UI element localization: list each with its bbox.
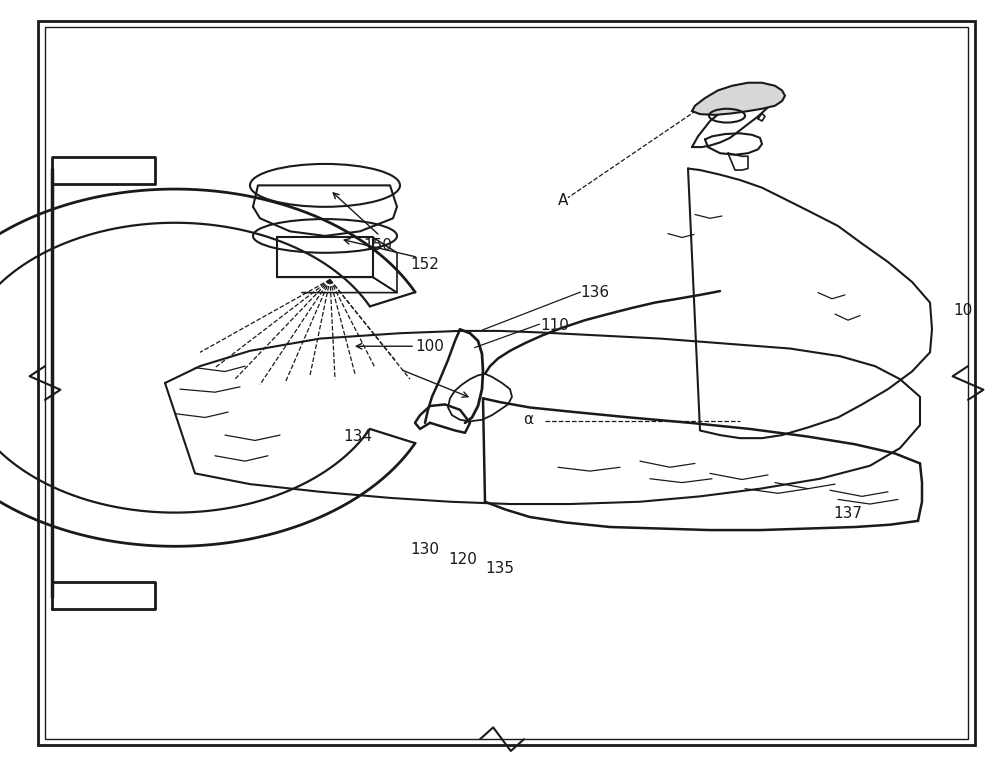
Text: 130: 130 bbox=[411, 542, 440, 558]
Text: A: A bbox=[558, 193, 568, 208]
Polygon shape bbox=[692, 83, 785, 115]
Text: 152: 152 bbox=[411, 257, 439, 272]
Text: 110: 110 bbox=[541, 318, 569, 333]
Text: α: α bbox=[523, 412, 533, 427]
Text: 10: 10 bbox=[953, 303, 972, 318]
Text: 150: 150 bbox=[364, 237, 392, 253]
Text: 134: 134 bbox=[344, 429, 372, 444]
Text: 137: 137 bbox=[834, 506, 862, 521]
Text: 100: 100 bbox=[416, 339, 444, 354]
Text: 120: 120 bbox=[449, 552, 477, 567]
Text: 135: 135 bbox=[486, 561, 514, 576]
Text: 136: 136 bbox=[580, 285, 610, 300]
